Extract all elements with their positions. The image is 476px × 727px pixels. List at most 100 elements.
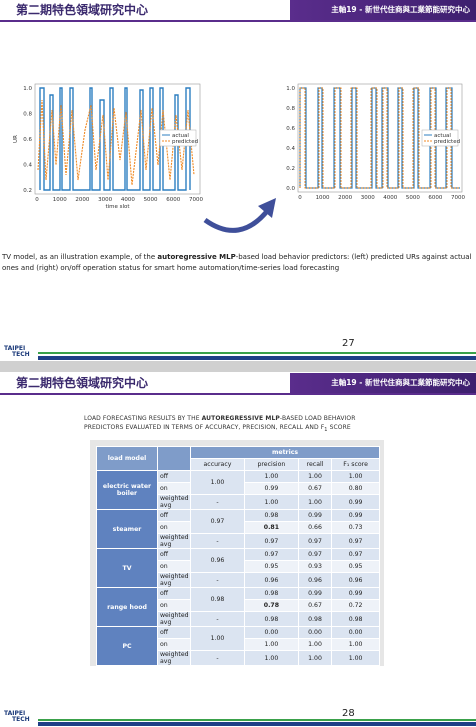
y-tick-label: 0.4 (23, 163, 32, 169)
title-text: -BASED LOAD BEHAVIOR PREDICTORS EVALUATE… (84, 415, 356, 431)
legend-box (421, 129, 459, 147)
table-row: on 0.81 0.66 0.73 (97, 521, 380, 534)
class-cell: weighted avg (157, 611, 191, 627)
value-cell: 1.00 (243, 650, 299, 666)
footer-line (38, 356, 476, 360)
class-cell: weighted avg (157, 533, 191, 549)
legend-label: actual (434, 133, 451, 139)
x-tick-label: 5000 (406, 195, 420, 201)
value-cell: 0.97 (243, 548, 299, 561)
header-cell (157, 446, 191, 471)
value-cell: 1.00 (297, 638, 333, 651)
value-cell: 0.93 (297, 560, 333, 573)
legend-label: actual (172, 133, 189, 139)
value-cell: 0.98 (243, 611, 299, 627)
value-cell: 0.99 (331, 494, 380, 510)
model-cell: TV (96, 548, 158, 588)
table-row: weighted avg -1.00 1.00 1.00 (97, 650, 380, 666)
value-cell: 1.00 (243, 494, 299, 510)
value-cell: 0.72 (331, 599, 380, 612)
accuracy-cell: 1.00 (190, 470, 245, 495)
x-tick-label: 7000 (189, 197, 203, 203)
value-cell: 0.97 (297, 548, 333, 561)
x-tick-label: 3000 (361, 195, 375, 201)
class-cell: off (157, 509, 191, 522)
right-chart: 1.0 0.8 0.6 0.4 0.2 0.00 1000 2000 3000 4000 5000 6… (286, 83, 465, 201)
class-cell: weighted avg (157, 572, 191, 588)
y-tick-label: 0.6 (286, 126, 295, 132)
table-title: LOAD FORECASTING RESULTS BY THE AUTOREGR… (84, 414, 384, 435)
value-cell: 0.78 (243, 599, 299, 612)
subheader-cell: accuracy (190, 458, 245, 471)
header-cell: metrics (190, 446, 380, 459)
table-row: electric water boiler off 1.00 1.00 1.00 1.00 (96, 470, 380, 510)
value-cell: 0.97 (331, 533, 380, 549)
accuracy-cell: 0.97 (190, 509, 245, 534)
table-row: weighted avg -1.00 1.00 0.99 (97, 494, 380, 510)
results-table: load model metrics accuracy precision recall… (96, 446, 380, 666)
x-tick-label: 2000 (75, 197, 89, 203)
caption-bold: autoregressive MLP (157, 253, 236, 261)
x-tick-label: 1000 (316, 195, 330, 201)
value-cell: 0.99 (243, 482, 299, 495)
value-cell: - (190, 572, 245, 588)
value-cell: - (190, 650, 245, 666)
logo: TAIPEI TECH (4, 346, 30, 358)
header-subtitle: 主軸19 - 新世代住商與工業節能研究中心 (290, 373, 476, 393)
x-tick-label: 1000 (53, 197, 67, 203)
class-cell: weighted avg (157, 494, 191, 510)
y-tick-label: 0.4 (286, 146, 295, 152)
x-tick-label: 0 (35, 197, 39, 203)
footer-line (38, 722, 476, 726)
value-cell: 0.95 (243, 560, 299, 573)
value-cell: 1.00 (331, 650, 380, 666)
value-cell: 0.00 (331, 626, 380, 639)
value-cell: 0.00 (297, 626, 333, 639)
y-tick-label: 0.6 (23, 137, 32, 143)
header-line (0, 393, 476, 395)
table-row: TV off 0.96 0.97 0.97 0.97 (96, 548, 380, 588)
y-tick-label: 1.0 (23, 86, 32, 92)
header-line (0, 20, 476, 22)
page-number: 27 (342, 338, 355, 349)
class-cell: on (157, 560, 191, 573)
table-row: weighted avg -0.97 0.97 0.97 (97, 533, 380, 549)
model-cell: PC (96, 626, 158, 666)
legend-label: predicted (172, 139, 198, 145)
x-axis-label: time slot (105, 204, 130, 210)
legend-box (159, 129, 197, 147)
value-cell: 0.98 (243, 587, 299, 600)
table-row: steamer off 0.97 0.98 0.99 0.99 (96, 509, 380, 549)
y-tick-label: 0.0 (286, 186, 295, 192)
class-cell: off (157, 626, 191, 639)
class-cell: off (157, 548, 191, 561)
y-tick-label: 0.8 (286, 106, 295, 112)
class-cell: on (157, 521, 191, 534)
accuracy-cell: 1.00 (190, 626, 245, 651)
y-axis-label: UR (13, 135, 19, 143)
arrow-head (258, 198, 276, 218)
y-tick-label: 0.2 (286, 166, 295, 172)
title-text: SCORE (327, 424, 351, 431)
caption-text: TV model, as an illustration example, of… (2, 253, 158, 261)
header-cell: load model (96, 446, 158, 471)
x-tick-label: 4000 (383, 195, 397, 201)
value-cell: 0.73 (331, 521, 380, 534)
logo-bottom: TECH (12, 716, 30, 723)
logo-top: TAIPEI (4, 345, 26, 352)
class-cell: on (157, 599, 191, 612)
x-tick-label: 5000 (144, 197, 158, 203)
value-cell: - (190, 533, 245, 549)
slide-gap (0, 361, 476, 372)
value-cell: 0.99 (331, 509, 380, 522)
class-cell: on (157, 482, 191, 495)
value-cell: 1.00 (243, 638, 299, 651)
value-cell: 0.80 (331, 482, 380, 495)
y-tick-label: 1.0 (286, 86, 295, 92)
class-cell: off (157, 587, 191, 600)
x-tick-label: 4000 (121, 197, 135, 203)
value-cell: 0.96 (297, 572, 333, 588)
model-cell: range hood (96, 587, 158, 627)
x-tick-label: 0 (298, 195, 302, 201)
footer-line (38, 719, 476, 721)
